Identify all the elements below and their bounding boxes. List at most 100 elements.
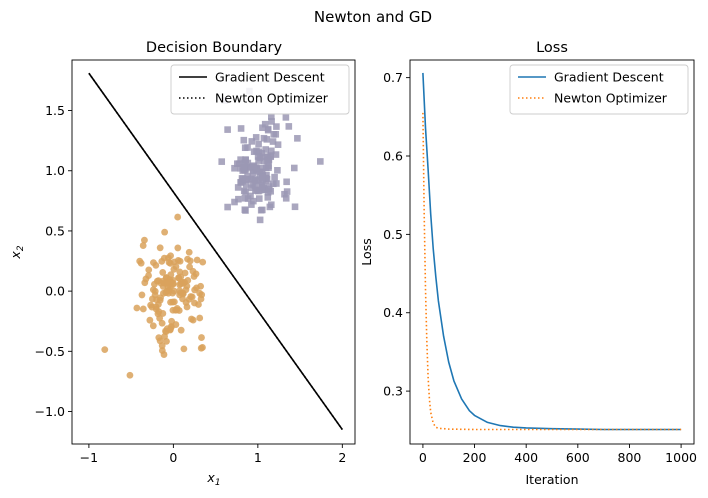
scatter-point-square [265, 185, 273, 193]
scatter-point-circle [159, 269, 167, 276]
scatter-point-circle [182, 286, 190, 294]
scatter-point-circle [198, 291, 206, 299]
x-tick-label: −1 [80, 450, 98, 465]
scatter-point-square [242, 181, 250, 188]
y-axis-label: x2 [8, 245, 26, 259]
scatter-point-square [285, 123, 293, 130]
scatter-point-square [237, 125, 245, 132]
scatter-point-circle [158, 319, 166, 327]
scatter-point-square [240, 136, 248, 144]
scatter-point-circle [153, 277, 161, 285]
series-line [422, 72, 682, 431]
scatter-point-square [242, 156, 250, 164]
scatter-point-circle [160, 351, 168, 358]
y-tick-label: 1.5 [45, 103, 65, 118]
scatter-point-circle [190, 273, 198, 280]
scatter-point-square [248, 201, 255, 208]
scatter-point-circle [149, 286, 157, 294]
scatter-point-square [255, 187, 262, 195]
scatter-point-circle [168, 317, 176, 325]
scatter-point-circle [170, 258, 178, 266]
scatter-point-circle [133, 304, 141, 312]
chart-title: Loss [536, 40, 568, 56]
scatter-point-circle [169, 281, 177, 288]
scatter-point-square [274, 141, 282, 148]
scatter-point-circle [188, 315, 195, 323]
scatter-point-square [264, 157, 271, 165]
x-tick-label: 2 [338, 450, 346, 465]
scatter-point-square [235, 195, 242, 203]
scatter-point-square [317, 158, 324, 165]
scatter-point-square [262, 174, 270, 182]
y-axis-label: Loss [359, 238, 374, 265]
scatter-point-square [253, 177, 260, 185]
x-tick-label: 200 [463, 450, 487, 465]
scatter-point-circle [197, 282, 205, 290]
scatter-point-circle [138, 291, 146, 299]
legend: Gradient Descent Newton Optimizer [509, 64, 689, 115]
scatter-point-circle [152, 261, 160, 269]
scatter-point-square [273, 180, 280, 187]
scatter-point-square [255, 140, 262, 148]
legend-label: Newton Optimizer [215, 91, 329, 106]
chart-decision-boundary: Decision Boundary −1 0 1 2 −1.0 −0.5 0.0 0.5 1.0… [8, 40, 356, 488]
scatter-point-square [237, 156, 244, 163]
scatter-point-circle [126, 371, 134, 379]
scatter-point-square [264, 194, 272, 201]
scatter-point-square [290, 164, 298, 172]
y-tick-label: 0.5 [45, 223, 65, 238]
scatter-point-circle [158, 342, 166, 350]
scatter-point-circle [191, 286, 199, 294]
scatter-point-square [247, 192, 254, 200]
scatter-point-circle [136, 257, 144, 265]
legend-box [170, 64, 350, 115]
y-tick-label: 1.0 [45, 163, 65, 178]
y-tick-label: 0.4 [383, 305, 403, 320]
scatter-point-square [250, 148, 258, 156]
chart-loss: Loss 0 200 400 600 800 1000 0.3 0.4 0.5 0.6 0.7 Gr… [359, 40, 697, 487]
scatter-point-square [294, 135, 301, 142]
scatter-point-circle [159, 289, 167, 297]
scatter-point-square [263, 136, 271, 143]
scatter-point-square [274, 167, 281, 174]
x-axis-label: Iteration [525, 472, 578, 487]
scatter-point-square [250, 162, 258, 169]
loss-lines [422, 72, 682, 431]
scatter-point-square [233, 160, 241, 168]
scatter-point-circle [185, 248, 193, 256]
x-tick-label: 0 [169, 450, 177, 465]
scatter-point-circle [183, 303, 191, 311]
scatter-point-square [291, 203, 299, 211]
scatter-point-circle [145, 266, 153, 274]
scatter-point-square [231, 164, 238, 172]
scatter-point-circle [186, 257, 194, 265]
scatter-point-square [269, 138, 277, 145]
scatter-point-circle [193, 256, 201, 264]
legend-label: Gradient Descent [554, 70, 664, 85]
scatter-point-square [271, 173, 278, 181]
scatter-point-circle [162, 327, 169, 335]
chart-title: Decision Boundary [146, 40, 283, 56]
scatter-point-circle [149, 322, 157, 330]
x-tick-label: 400 [514, 450, 538, 465]
plot-frame [409, 59, 695, 445]
scatter-point-circle [156, 244, 164, 252]
x-tick-label: 600 [566, 450, 590, 465]
x-tick-label: 1000 [665, 450, 697, 465]
scatter-point-square [259, 173, 266, 181]
scatter-point-circle [142, 275, 150, 283]
scatter-point-circle [173, 306, 181, 314]
scatter-point-square [256, 168, 263, 176]
scatter-point-square [238, 175, 246, 182]
scatter-point-square [273, 123, 280, 130]
scatter-point-square [256, 216, 264, 224]
scatter-point-circle [180, 345, 188, 353]
scatter-point-square [255, 157, 262, 164]
scatter-point-square [262, 146, 269, 153]
legend-label: Newton Optimizer [554, 91, 668, 106]
scatter-point-square [283, 178, 290, 186]
scatter-point-square [240, 163, 248, 171]
scatter-point-circle [199, 344, 206, 351]
scatter-point-circle [196, 314, 204, 322]
